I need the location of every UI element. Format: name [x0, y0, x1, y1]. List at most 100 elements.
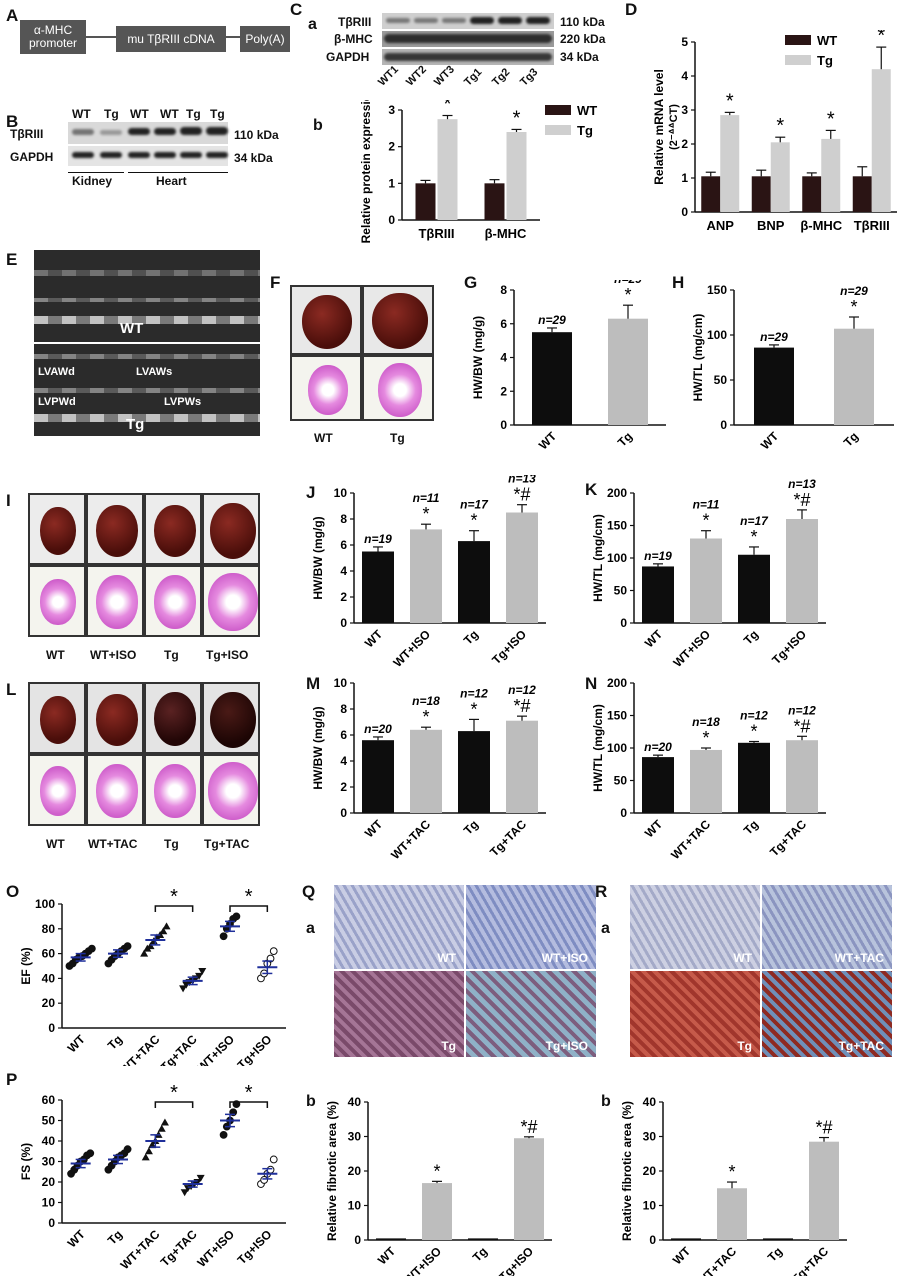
blot-b-lane-3: WT — [130, 107, 149, 121]
y-axis-label: HW/BW (mg/g) — [311, 516, 325, 599]
bar — [690, 749, 722, 813]
significance-mark: * — [850, 297, 857, 317]
blot-b-size-1: 110 kDa — [234, 128, 279, 142]
n-label: n=12 — [740, 709, 768, 723]
y-axis-label: HW/TL (mg/cm) — [591, 514, 605, 602]
blot-b-lane-6: Tg — [210, 107, 225, 121]
y-axis-label: HW/TL (mg/cm) — [591, 704, 605, 792]
significance-mark: * — [750, 722, 757, 742]
hearts-f-label-1: WT — [314, 431, 333, 445]
significance-mark: * — [728, 1162, 735, 1182]
echo-tg: LVAWd LVAWs LVPWd LVPWs Tg — [34, 344, 260, 436]
bar — [852, 176, 872, 212]
hearts-i-label-4: Tg+ISO — [206, 648, 249, 662]
bar — [415, 183, 436, 220]
bar — [717, 1188, 747, 1240]
x-tick-label: β-MHC — [800, 218, 842, 233]
histology-r: WT WT+TAC Tg Tg+TAC — [630, 885, 892, 1057]
histology-q: WT WT+ISO Tg Tg+ISO — [334, 885, 596, 1057]
y-tick-label: 150 — [607, 519, 627, 533]
blot-c-size-2: 220 kDa — [560, 32, 606, 46]
data-point — [266, 954, 275, 963]
x-tick-label: WT — [670, 1244, 694, 1268]
blot-b-group-2: Heart — [156, 174, 187, 188]
panel-label-e: E — [6, 250, 18, 269]
x-tick-label: Tg — [105, 1227, 125, 1247]
y-tick-label: 40 — [42, 971, 56, 985]
blot-b-group-1: Kidney — [72, 174, 113, 188]
chart-fibrotic-r: 0 10 20 30 40 Relative fibrotic area (%) WT * WT… — [620, 1095, 847, 1276]
y-tick-label: 10 — [334, 486, 348, 500]
echo-lvpwd: LVPWd — [38, 396, 76, 408]
significance-mark: * — [422, 707, 429, 727]
x-tick-label: Tg — [615, 429, 635, 449]
y-tick-label: 2 — [388, 140, 395, 154]
bar — [834, 328, 874, 425]
panel-label-d: D — [625, 0, 638, 19]
y-tick-label: 60 — [42, 947, 56, 961]
bar — [608, 318, 648, 425]
n-label: n=17 — [740, 514, 769, 528]
x-tick-label: Tg+ISO — [235, 1032, 275, 1066]
y-tick-label: 0 — [720, 418, 727, 432]
y-tick-label: 100 — [707, 328, 727, 342]
significance-mark: * — [170, 1082, 178, 1104]
blot-c-lane-3: WT3 — [432, 63, 457, 89]
x-tick-label: Tg — [105, 1032, 125, 1052]
bar — [514, 1138, 544, 1240]
bar — [738, 554, 770, 623]
significance-bracket — [229, 905, 269, 912]
blot-b: WT Tg WT WT Tg Tg TβRIII GAPDH 110 kDa 3… — [0, 100, 290, 200]
x-tick-label: β-MHC — [485, 226, 527, 241]
echo-lvawd: LVAWd — [38, 366, 75, 378]
data-point — [180, 1189, 189, 1197]
y-tick-label: 2 — [500, 384, 507, 398]
legend-label: Tg — [817, 53, 833, 68]
x-tick-label: WT+TAC — [694, 1244, 739, 1276]
x-tick-label: WT+TAC — [118, 1227, 163, 1272]
significance-mark: *# — [815, 1118, 832, 1138]
chart-relative-mrna: 0 1 2 3 4 5 Relative mRNA level (2⁻ᐞᐞCT) * ANP * BN… — [652, 30, 897, 233]
significance-mark: * — [750, 527, 757, 547]
y-tick-label: 0 — [681, 205, 688, 219]
bar — [506, 720, 538, 813]
significance-mark: * — [245, 886, 253, 908]
bar — [506, 512, 538, 623]
bar — [751, 176, 771, 212]
data-point — [198, 967, 207, 975]
data-point — [266, 1165, 275, 1174]
bar — [410, 729, 442, 813]
hist-q-label-1: WT — [437, 951, 456, 965]
bar — [410, 529, 442, 623]
data-point — [219, 932, 228, 941]
y-axis-label: Relative mRNA level — [652, 69, 666, 185]
data-point — [123, 942, 132, 951]
y-tick-label: 1 — [681, 171, 688, 185]
hist-r-label-4: Tg+TAC — [838, 1039, 884, 1053]
x-tick-label: Tg+ISO — [489, 627, 529, 667]
y-tick-label: 2 — [340, 590, 347, 604]
y-tick-label: 10 — [348, 1199, 362, 1213]
x-tick-label: WT+ISO — [194, 1032, 237, 1066]
significance-mark: * — [827, 108, 835, 130]
x-tick-label: BNP — [757, 218, 785, 233]
y-tick-label: 3 — [388, 103, 395, 117]
y-tick-label: 2 — [340, 780, 347, 794]
x-tick-label: Tg+TAC — [487, 817, 529, 859]
y-tick-label: 0 — [620, 616, 627, 630]
y-tick-label: 10 — [334, 676, 348, 690]
echo-wt-label: WT — [120, 320, 144, 337]
y-axis-label: Relative fibrotic area (%) — [620, 1101, 634, 1241]
hearts-i-label-3: Tg — [164, 648, 179, 662]
hist-q-label-2: WT+ISO — [541, 951, 588, 965]
x-tick-label: WT+ISO — [194, 1227, 237, 1270]
x-tick-label: WT — [642, 817, 666, 841]
blot-c-lane-6: Tg3 — [518, 66, 541, 89]
bar — [821, 138, 841, 212]
blot-c: TβRIII β-MHC GAPDH 110 kDa 220 kDa 34 kD… — [320, 10, 620, 100]
x-tick-label: TβRIII — [854, 218, 890, 233]
significance-mark: * — [444, 100, 452, 116]
data-point — [123, 1145, 132, 1154]
y-tick-label: 40 — [643, 1095, 657, 1109]
